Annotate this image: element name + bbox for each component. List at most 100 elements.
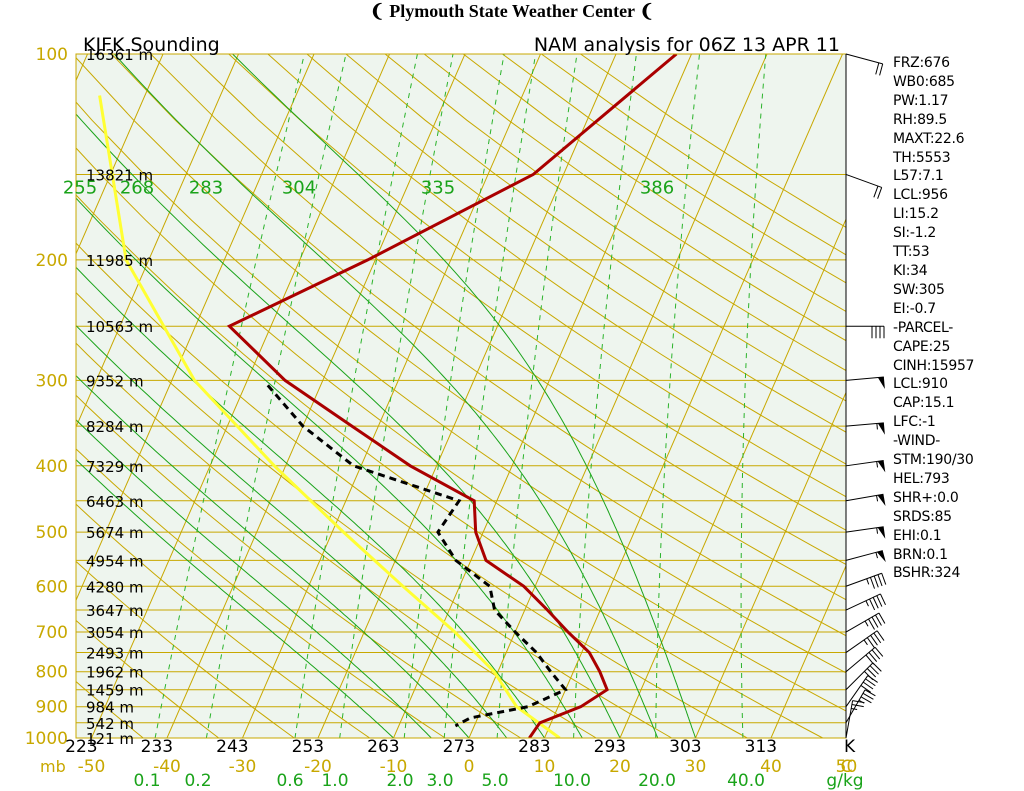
dry-adiabat-line: [76, 147, 846, 712]
index-line: EHI:0.1: [893, 527, 942, 544]
wind-barb-feather: [866, 668, 877, 678]
wind-barb-shaft: [845, 493, 884, 502]
wind-barb-feather: [865, 654, 875, 665]
index-line: -PARCEL-: [893, 319, 954, 336]
height-label: 3647 m: [86, 602, 144, 620]
temperature-label: 10: [534, 757, 556, 777]
temperature-label: -40: [153, 757, 181, 777]
wind-barb-feather: [881, 573, 887, 585]
wind-barb-feather: [871, 616, 879, 628]
parcel-trace: [98, 95, 561, 738]
mixing-ratio-line: [443, 54, 537, 738]
height-label: 4954 m: [86, 552, 144, 570]
wind-barb-feather: [852, 700, 865, 704]
moist-adiabat-line: [76, 266, 545, 738]
mixing-ratio-label: 20.0: [638, 771, 676, 791]
mixing-ratio-label: 0.1: [133, 771, 160, 791]
wind-barb-feather: [865, 678, 876, 687]
dry-adiabat-line: [76, 194, 823, 738]
pressure-label: 200: [36, 251, 68, 271]
wind-barb: [845, 630, 885, 653]
index-line: BRN:0.1: [893, 546, 948, 563]
wind-barb: [845, 526, 886, 539]
mixing-ratio-label: 40.0: [727, 771, 765, 791]
index-line: BSHR:324: [893, 565, 961, 582]
index-line: SHR+:0.0: [893, 489, 959, 506]
height-label: 9352 m: [86, 372, 144, 390]
temperature-unit-label: C: [841, 757, 853, 777]
wind-barb-pennant: [877, 377, 885, 389]
wind-barb: [845, 593, 886, 611]
potential-temp-label: 283: [518, 737, 550, 757]
wind-barb-pennant: [877, 494, 886, 507]
height-label: 6463 m: [86, 493, 144, 511]
temperature-label: -30: [229, 757, 257, 777]
index-line: LFC:-1: [893, 414, 936, 431]
wind-barb-feather: [877, 574, 883, 587]
dry-adiabat-line: [76, 560, 295, 738]
header-title-bar: ❨ Plymouth State Weather Center ❨: [0, 0, 1024, 24]
index-line: -WIND-: [893, 433, 940, 450]
index-line: LCL:910: [893, 376, 948, 393]
index-line: CAPE:25: [893, 338, 951, 355]
isotherm-line: [76, 54, 315, 602]
wind-barb-feather: [873, 575, 879, 588]
dry-adiabat-line: [76, 394, 521, 738]
mixing-ratio-line: [573, 54, 637, 738]
dry-adiabat-line: [345, 54, 846, 402]
wind-barb: [845, 675, 878, 707]
moist-adiabat-line: [232, 54, 696, 738]
pressure-label: 900: [36, 698, 68, 718]
wind-barb-shaft: [845, 662, 874, 691]
height-label: 11985 m: [86, 252, 153, 270]
wind-barb: [845, 612, 886, 633]
dry-adiabat-line: [111, 54, 846, 601]
wind-barb-shaft: [845, 173, 882, 188]
moist-adiabat-line: [76, 324, 508, 738]
wind-barb-feather: [860, 696, 872, 704]
sounding-indices-panel: FRZ:676 WB0:685 PW:1.17 RH:89.5 MAXT:22.6 TH:…: [893, 54, 1023, 583]
index-line: WB0:685: [893, 73, 955, 90]
wind-barb-feather: [867, 675, 878, 683]
dry-adiabat-line: [228, 54, 846, 498]
pressure-label: 600: [36, 577, 68, 597]
wind-barb-feather: [868, 618, 875, 630]
index-line: SW:305: [893, 281, 945, 298]
height-label: 16361 m: [86, 46, 153, 64]
moist-adiabat-line: [76, 374, 470, 738]
wind-barb-feather: [875, 62, 880, 75]
mixing-ratio-label: 1.0: [321, 771, 348, 791]
wind-barb-feather: [875, 614, 882, 626]
isotherm-line: [242, 54, 541, 738]
potential-temp-label: 243: [216, 737, 248, 757]
temperature-label: -50: [78, 757, 106, 777]
mixing-ratio-label: 3.0: [426, 771, 453, 791]
wind-barb-shaft: [845, 612, 880, 633]
isotherm-line: [544, 54, 843, 738]
potential-temp-label: 263: [367, 737, 399, 757]
wind-barb-feather: [873, 632, 882, 644]
wind-barb-pennant: [877, 460, 886, 473]
index-line: LCL:956: [893, 187, 948, 204]
isotherm-line: [468, 54, 768, 738]
index-line: EI:-0.7: [893, 300, 936, 317]
index-line: L57:7.1: [893, 168, 944, 185]
height-label: 121 m: [86, 730, 134, 748]
height-label: 3054 m: [86, 624, 144, 642]
wind-barb: [845, 173, 883, 199]
isotherm-line: [0, 54, 12, 738]
wind-barb-pennant: [877, 422, 885, 435]
wind-barb-shaft: [845, 593, 881, 611]
mixing-ratio-label: 0.6: [276, 771, 303, 791]
wind-barb-half-feather: [875, 552, 878, 559]
isotherm-line: [317, 54, 617, 738]
isotherm-line: [91, 54, 390, 738]
temperature-label: 30: [685, 757, 707, 777]
theta-e-label: 335: [421, 177, 455, 198]
potential-temp-label: 293: [594, 737, 626, 757]
dry-adiabat-line: [150, 54, 846, 565]
index-line: RH:89.5: [893, 111, 948, 128]
dry-adiabat-line: [76, 291, 672, 738]
isotherm-line: [619, 218, 846, 738]
theta-e-label: 268: [120, 177, 154, 198]
